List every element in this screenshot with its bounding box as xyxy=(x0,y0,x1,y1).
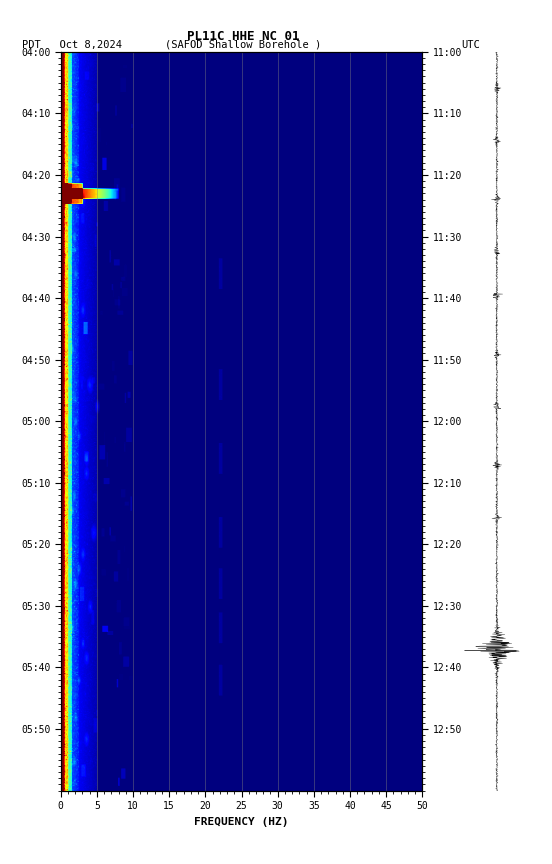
Text: PDT   Oct 8,2024: PDT Oct 8,2024 xyxy=(22,40,122,50)
X-axis label: FREQUENCY (HZ): FREQUENCY (HZ) xyxy=(194,816,289,827)
Text: PL11C HHE NC 01: PL11C HHE NC 01 xyxy=(187,30,299,43)
Text: (SAFOD Shallow Borehole ): (SAFOD Shallow Borehole ) xyxy=(164,40,321,50)
Text: UTC: UTC xyxy=(461,40,480,50)
